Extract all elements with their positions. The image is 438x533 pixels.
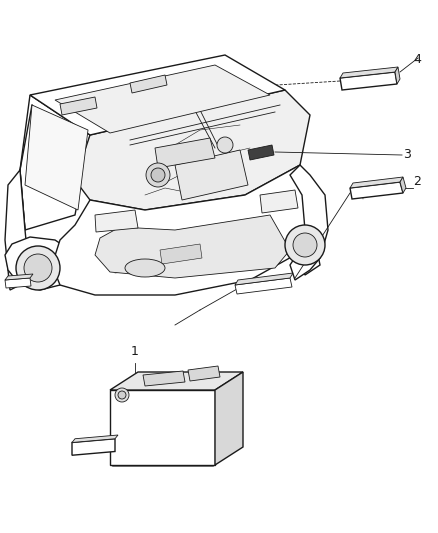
Polygon shape xyxy=(75,90,310,210)
Polygon shape xyxy=(110,372,243,390)
Polygon shape xyxy=(72,435,118,442)
Polygon shape xyxy=(60,97,97,115)
Polygon shape xyxy=(400,177,406,193)
Circle shape xyxy=(151,168,165,182)
Polygon shape xyxy=(155,138,215,168)
Polygon shape xyxy=(110,390,215,465)
Circle shape xyxy=(118,391,126,399)
Circle shape xyxy=(293,233,317,257)
Polygon shape xyxy=(188,366,220,381)
Polygon shape xyxy=(20,95,90,230)
Circle shape xyxy=(285,225,325,265)
Circle shape xyxy=(146,163,170,187)
Polygon shape xyxy=(5,170,30,290)
Polygon shape xyxy=(130,75,167,93)
Polygon shape xyxy=(248,145,274,160)
Polygon shape xyxy=(55,65,270,133)
Polygon shape xyxy=(260,190,298,213)
Polygon shape xyxy=(52,165,310,295)
Polygon shape xyxy=(340,72,397,90)
Polygon shape xyxy=(30,55,285,135)
Circle shape xyxy=(115,388,129,402)
Polygon shape xyxy=(5,274,33,280)
Polygon shape xyxy=(350,177,403,188)
Polygon shape xyxy=(5,237,72,290)
Polygon shape xyxy=(25,105,88,210)
Polygon shape xyxy=(143,371,185,386)
Polygon shape xyxy=(395,67,400,84)
Polygon shape xyxy=(295,240,320,275)
Polygon shape xyxy=(72,439,115,455)
Ellipse shape xyxy=(125,259,165,277)
Text: 1: 1 xyxy=(131,345,139,358)
Polygon shape xyxy=(215,372,243,465)
Polygon shape xyxy=(340,67,398,78)
Polygon shape xyxy=(235,278,292,294)
Text: 2: 2 xyxy=(413,175,421,188)
Polygon shape xyxy=(5,278,31,288)
Text: 4: 4 xyxy=(413,53,421,66)
Polygon shape xyxy=(350,182,403,199)
Polygon shape xyxy=(95,210,138,232)
Polygon shape xyxy=(235,273,293,285)
Polygon shape xyxy=(290,165,328,280)
Polygon shape xyxy=(175,150,248,200)
Polygon shape xyxy=(95,215,290,278)
Circle shape xyxy=(16,246,60,290)
Polygon shape xyxy=(160,244,202,264)
Circle shape xyxy=(24,254,52,282)
Text: 3: 3 xyxy=(403,148,411,161)
Circle shape xyxy=(217,137,233,153)
